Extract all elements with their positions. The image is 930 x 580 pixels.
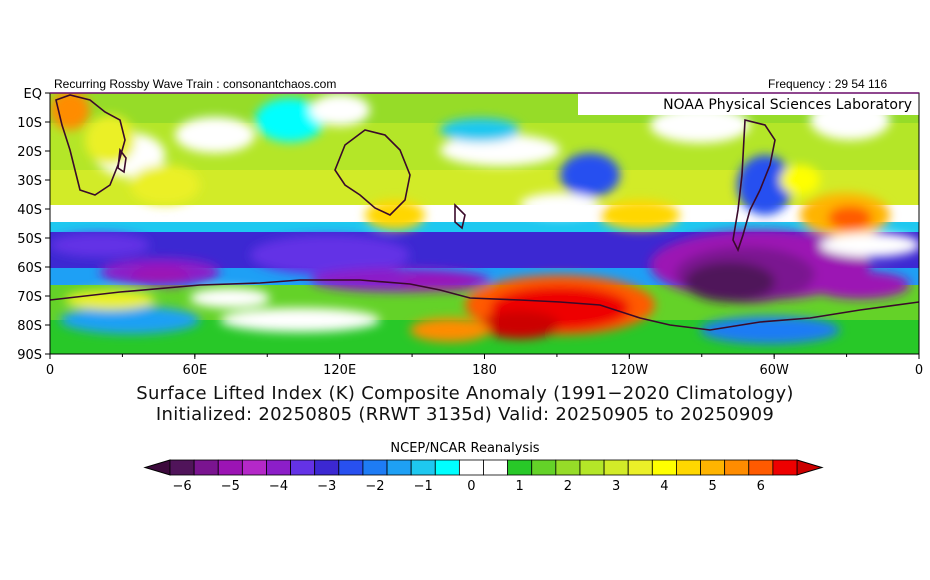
colorbar-swatch [555,459,581,476]
lat-tick-label: 40S [17,203,42,218]
colorbar-swatch [338,459,364,476]
colorbar-swatch [458,459,484,476]
colorbar: −6 −5 −4 −3 −2 −1 0 1 2 3 4 5 6 [143,459,824,494]
lat-tick-label: 90S [17,348,42,363]
header-source-text: Recurring Rossby Wave Train : consonantc… [54,77,337,91]
anomaly-field [50,93,919,354]
colorbar-swatch [724,459,750,476]
colorbar-swatch [217,459,243,476]
colorbar-label: NCEP/NCAR Reanalysis [390,441,540,456]
colorbar-tick-label: 0 [467,479,475,494]
colorbar-swatch [676,459,701,476]
latitude-axis: EQ 10S 20S 30S 40S 50S 60S 70S 80S 90S [17,87,50,363]
colorbar-tick-label: −3 [317,479,336,494]
colorbar-swatch [627,459,653,476]
lat-tick-label: 20S [17,145,42,160]
colorbar-tick-label: 4 [660,479,668,494]
lat-tick-label: EQ [24,87,42,102]
longitude-axis: 0 60E 120E 180 120W 60W 0 [46,354,923,378]
lon-tick-label: 60W [759,363,789,378]
colorbar-swatch [700,459,726,476]
noaa-lab-label: NOAA Physical Sciences Laboratory [663,97,912,113]
title-line-1: Surface Lifted Index (K) Composite Anoma… [136,383,794,404]
colorbar-swatch [483,459,509,476]
coastline-outlines [50,94,919,331]
colorbar-tick-label: 6 [757,479,765,494]
colorbar-swatch [603,459,629,476]
lon-tick-label: 60E [182,363,207,378]
colorbar-tick-label: −6 [172,479,191,494]
lat-tick-label: 80S [17,319,42,334]
colorbar-swatch [410,459,436,476]
colorbar-swatch [386,459,412,476]
colorbar-swatch [169,459,195,476]
colorbar-tick-label: 2 [564,479,572,494]
lon-tick-label: 120E [323,363,356,378]
colorbar-swatch [290,459,316,476]
colorbar-swatch [193,459,219,476]
colorbar-tick-label: −2 [365,479,384,494]
lon-tick-label: 0 [915,363,923,378]
colorbar-low-arrow [143,459,171,476]
colorbar-tick-label: −4 [269,479,288,494]
lat-tick-label: 30S [17,174,42,189]
lat-tick-label: 70S [17,290,42,305]
lat-tick-label: 50S [17,232,42,247]
colorbar-tick-label: 1 [516,479,524,494]
colorbar-swatch [362,459,388,476]
colorbar-tick-label: −5 [221,479,240,494]
colorbar-swatch [507,459,533,476]
colorbar-swatch [651,459,677,476]
colorbar-tick-label: −1 [414,479,433,494]
header-frequency-text: Frequency : 29 54 116 [768,77,888,91]
colorbar-swatch [314,459,340,476]
colorbar-swatch [772,459,798,476]
lat-tick-label: 60S [17,261,42,276]
colorbar-swatch [531,459,557,476]
colorbar-swatch [241,459,267,476]
colorbar-high-arrow [796,459,824,476]
lat-tick-label: 10S [17,116,42,131]
lon-tick-label: 0 [46,363,54,378]
colorbar-tick-label: 3 [612,479,620,494]
title-line-2: Initialized: 20250805 (RRWT 3135d) Valid… [155,404,775,425]
lon-tick-label: 180 [472,363,497,378]
colorbar-swatch [434,459,460,476]
colorbar-tick-label: 5 [708,479,716,494]
colorbar-swatch [266,459,291,476]
lon-tick-label: 120W [610,363,648,378]
colorbar-swatch [579,459,605,476]
colorbar-swatch [748,459,774,476]
